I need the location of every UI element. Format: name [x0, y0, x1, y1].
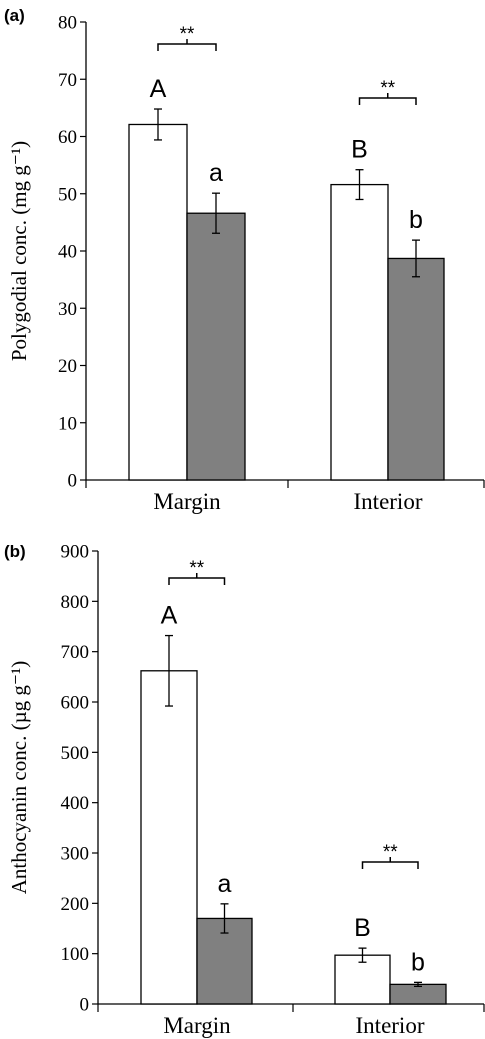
- y-tick-label-a-1: 10: [58, 413, 77, 434]
- y-tick-label-b-9: 900: [61, 542, 90, 563]
- sig-bracket-a-0: [157, 43, 217, 51]
- chart-panel-a: (a) Polygodial conc. (mg g⁻¹) 0 10 20 30 40 5…: [4, 6, 485, 514]
- y-tick-label-a-2: 20: [58, 356, 77, 377]
- y-tick-label-a-0: 0: [68, 471, 78, 492]
- y-tick-label-b-0: 0: [80, 995, 90, 1016]
- x-category-label-b-0: Margin: [163, 1013, 231, 1038]
- y-axis-title-b: Anthocyanin conc. (µg g⁻¹): [7, 661, 31, 895]
- y-tick-label-a-5: 50: [58, 184, 77, 205]
- sig-stars-b-0: **: [189, 558, 204, 579]
- y-tick-label-a-7: 70: [58, 70, 77, 91]
- y-tick-label-a-4: 40: [58, 242, 77, 263]
- sig-letter-b-s1-c0: a: [218, 870, 232, 898]
- sig-bracket-a-1: [358, 97, 417, 105]
- sig-letter-a-s0-c1: B: [351, 136, 368, 164]
- chart-panel-b: (b) Anthocyanin conc. (µg g⁻¹) 0 100 200 30…: [4, 542, 485, 1038]
- sig-letter-a-s0-c0: A: [150, 75, 167, 103]
- panel-label-b: (b): [4, 542, 26, 561]
- y-tick-label-b-8: 800: [61, 592, 90, 613]
- sig-letter-a-s1-c0: a: [209, 159, 223, 187]
- sig-bracket-b-0: [168, 577, 226, 585]
- y-tick-label-a-6: 60: [58, 127, 77, 148]
- y-tick-label-b-7: 700: [61, 642, 90, 663]
- x-category-label-a-0: Margin: [153, 489, 221, 514]
- y-tick-label-b-1: 100: [61, 944, 90, 965]
- bar-b-s1-c1: [389, 983, 447, 1005]
- y-tick-label-b-3: 300: [61, 844, 90, 865]
- bar-a-s0-c1: [330, 183, 389, 481]
- sig-stars-a-1: **: [380, 78, 395, 99]
- y-tick-label-b-2: 200: [61, 894, 90, 915]
- sig-stars-b-1: **: [383, 842, 398, 863]
- y-tick-label-b-5: 500: [61, 743, 90, 764]
- bar-a-s1-c1: [387, 257, 445, 481]
- bar-a-s1-c0: [186, 212, 246, 481]
- bar-a-s0-c0: [128, 123, 188, 481]
- y-tick-label-b-6: 600: [61, 693, 90, 714]
- y-tick-label-b-4: 400: [61, 793, 90, 814]
- sig-letter-b-s1-c1: b: [411, 948, 425, 976]
- sig-letter-a-s1-c1: b: [409, 206, 423, 234]
- y-tick-label-a-8: 80: [58, 13, 77, 34]
- sig-bracket-b-1: [361, 861, 419, 869]
- y-axis-title-a: Polygodial conc. (mg g⁻¹): [7, 141, 31, 361]
- sig-stars-a-0: **: [180, 24, 195, 45]
- bar-b-s0-c0: [140, 670, 198, 1005]
- x-category-label-a-1: Interior: [354, 489, 423, 514]
- panel-label-a: (a): [4, 6, 25, 25]
- sig-letter-b-s0-c1: B: [354, 914, 371, 942]
- bar-b-s0-c1: [334, 954, 391, 1005]
- y-tick-label-a-3: 30: [58, 299, 77, 320]
- x-category-label-b-1: Interior: [356, 1013, 425, 1038]
- sig-letter-b-s0-c0: A: [161, 602, 178, 630]
